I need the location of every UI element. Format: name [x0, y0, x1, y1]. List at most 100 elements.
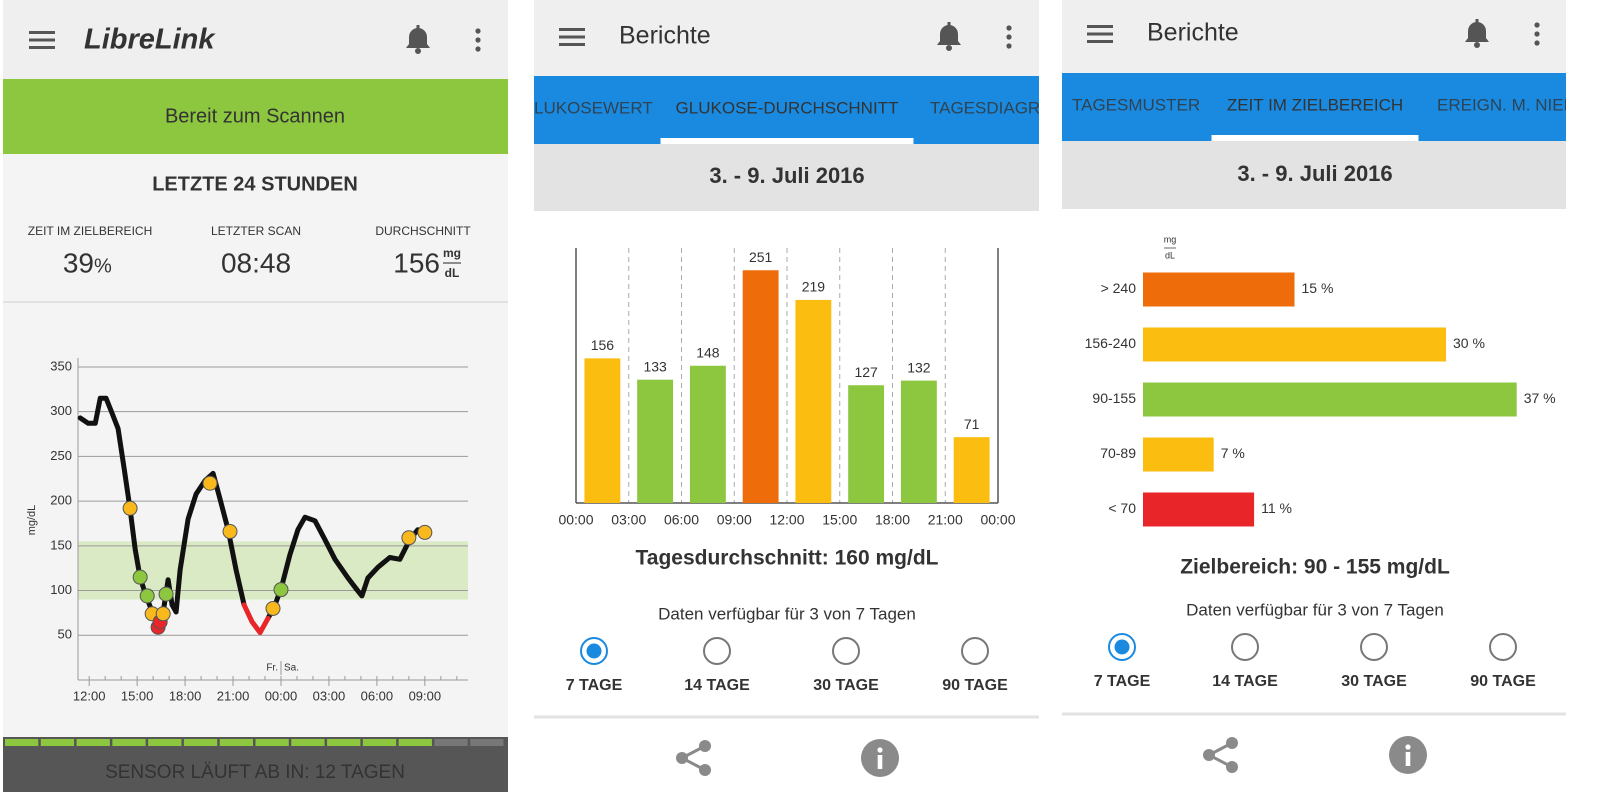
sensor-day [470, 739, 504, 746]
radio-button[interactable] [961, 637, 989, 665]
x-tick-label: 06:00 [664, 512, 699, 528]
y-tick-label: 150 [50, 537, 72, 552]
day-label: Fr. [266, 663, 278, 674]
radio-dot [1114, 639, 1130, 655]
radio-label[interactable]: 7 TAGE [1094, 673, 1151, 690]
x-tick-label: 06:00 [361, 688, 394, 703]
tab-bar [1062, 73, 1566, 141]
sensor-day [434, 739, 468, 746]
sensor-day [40, 739, 75, 746]
stat-label: DURCHSCHNITT [375, 224, 471, 238]
bar [1143, 437, 1214, 472]
tab[interactable]: LUKOSEWERT [534, 98, 653, 117]
sensor-day [327, 739, 361, 746]
radio-label[interactable]: 30 TAGE [1341, 673, 1407, 690]
availability-note: Daten verfügbar für 3 von 7 Tagen [658, 604, 916, 623]
x-tick-label: 00:00 [558, 512, 593, 528]
value-label: 11 % [1261, 500, 1292, 516]
day-label: Sa. [284, 663, 299, 674]
radio-button[interactable] [1360, 633, 1388, 661]
sensor-bar [3, 737, 508, 792]
value-label: 37 % [1524, 390, 1556, 406]
stat-unit: dL [445, 266, 460, 280]
scan-point [158, 586, 174, 602]
x-tick-label: 09:00 [409, 688, 442, 703]
menu-icon[interactable] [29, 31, 55, 49]
glucose-line [241, 602, 271, 636]
stat-unit: mg [443, 246, 461, 260]
tab[interactable]: GLUKOSE-DURCHSCHNITT [676, 98, 899, 117]
value-label: 219 [802, 279, 826, 295]
y-tick-label: 200 [50, 493, 72, 508]
date-range: 3. - 9. Juli 2016 [709, 163, 864, 188]
radio-button[interactable] [1489, 633, 1517, 661]
scan-banner[interactable] [3, 79, 508, 154]
x-tick-label: 12:00 [73, 688, 106, 703]
value-label: 15 % [1302, 280, 1334, 296]
y-tick-label: 100 [50, 582, 72, 597]
tab[interactable]: ZEIT IM ZIELBEREICH [1227, 95, 1403, 114]
stat-label: LETZTER SCAN [211, 224, 301, 238]
info-icon[interactable] [861, 739, 899, 777]
scan-point [132, 569, 148, 585]
x-tick-label: 00:00 [265, 688, 298, 703]
stat-value: 08:48 [221, 247, 291, 278]
value-label: 133 [643, 358, 667, 374]
y-axis-label: mg/dL [26, 505, 38, 536]
bar [637, 379, 674, 503]
x-tick-label: 21:00 [217, 688, 250, 703]
bar [953, 437, 990, 503]
more-icon[interactable] [475, 28, 481, 52]
x-tick-label: 12:00 [769, 512, 804, 528]
tab[interactable]: TAGESDIAGRA [930, 98, 1052, 117]
share-icon[interactable] [1201, 735, 1240, 775]
bar [584, 358, 621, 503]
radio-button[interactable] [1231, 633, 1259, 661]
more-icon[interactable] [1534, 22, 1540, 46]
scan-point [222, 524, 238, 540]
date-band [534, 144, 1039, 211]
radio-label[interactable]: 30 TAGE [813, 677, 879, 694]
bar [1143, 272, 1295, 307]
x-tick-label: 03:00 [313, 688, 346, 703]
bar [1143, 327, 1446, 362]
scan-point [139, 588, 155, 604]
scan-point [155, 606, 171, 622]
more-icon[interactable] [1006, 25, 1012, 49]
radio-dot [586, 643, 602, 659]
content [3, 154, 508, 737]
radio-label[interactable]: 90 TAGE [1470, 673, 1536, 690]
x-tick-label: 21:00 [928, 512, 963, 528]
radio-label[interactable]: 14 TAGE [1212, 673, 1278, 690]
availability-note: Daten verfügbar für 3 von 7 Tagen [1186, 600, 1444, 619]
radio-button[interactable] [703, 637, 731, 665]
app-title: LibreLink [84, 24, 216, 56]
app-bar [1062, 0, 1566, 73]
radio-label[interactable]: 7 TAGE [566, 677, 623, 694]
tab[interactable]: EREIGN. M. NIED [1437, 95, 1576, 114]
stat-value: 156 [393, 247, 440, 278]
app-bar [3, 0, 508, 79]
menu-icon[interactable] [559, 28, 585, 46]
screen-title: Berichte [1147, 19, 1239, 47]
unit-label: mg [1164, 234, 1177, 244]
radio-label[interactable]: 14 TAGE [684, 677, 750, 694]
summary: Tagesdurchschnitt: 160 mg/dL [636, 547, 939, 570]
sensor-text: SENSOR LÄUFT AB IN: 12 TAGEN [105, 762, 405, 783]
bar [848, 385, 885, 503]
sensor-day [112, 739, 146, 746]
sensor-day [219, 739, 253, 746]
stat-value: 39 [63, 247, 94, 278]
share-icon[interactable] [674, 738, 713, 778]
sensor-day [255, 739, 289, 746]
category-label: 156-240 [1085, 335, 1137, 351]
value-label: 132 [907, 359, 931, 375]
radio-label[interactable]: 90 TAGE [942, 677, 1008, 694]
sensor-day [183, 739, 218, 746]
menu-icon[interactable] [1087, 25, 1113, 43]
tab[interactable]: TAGESMUSTER [1072, 95, 1200, 114]
scan-point [265, 600, 281, 616]
radio-button[interactable] [832, 637, 860, 665]
info-icon[interactable] [1389, 736, 1427, 774]
